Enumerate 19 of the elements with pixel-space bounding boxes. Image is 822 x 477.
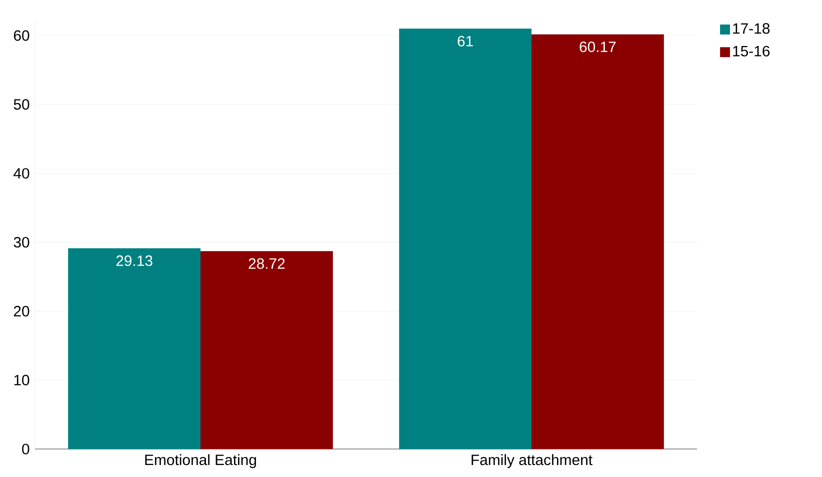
- bar: [399, 28, 532, 449]
- bar: [68, 248, 200, 449]
- x-tick-label: Family attachment: [472, 454, 592, 468]
- y-tick-label: 50: [14, 99, 30, 110]
- y-tick-label: 0: [22, 444, 30, 454]
- legend-label: 17-18: [733, 23, 770, 34]
- x-tick-label: Emotional Eating: [145, 454, 256, 468]
- y-tick-label: 60: [14, 30, 30, 41]
- bar: [532, 34, 664, 449]
- data-label: 29.13: [116, 255, 152, 266]
- y-tick-label: 20: [14, 306, 30, 316]
- data-label: 60.17: [580, 42, 616, 52]
- y-tick-label: 40: [14, 168, 30, 179]
- legend-label: 15-16: [733, 46, 770, 56]
- data-label: 28.72: [248, 258, 285, 269]
- y-tick-label: 10: [14, 374, 30, 386]
- bar: [200, 251, 333, 449]
- y-tick-label: 30: [14, 236, 30, 248]
- data-label: 61: [458, 36, 473, 46]
